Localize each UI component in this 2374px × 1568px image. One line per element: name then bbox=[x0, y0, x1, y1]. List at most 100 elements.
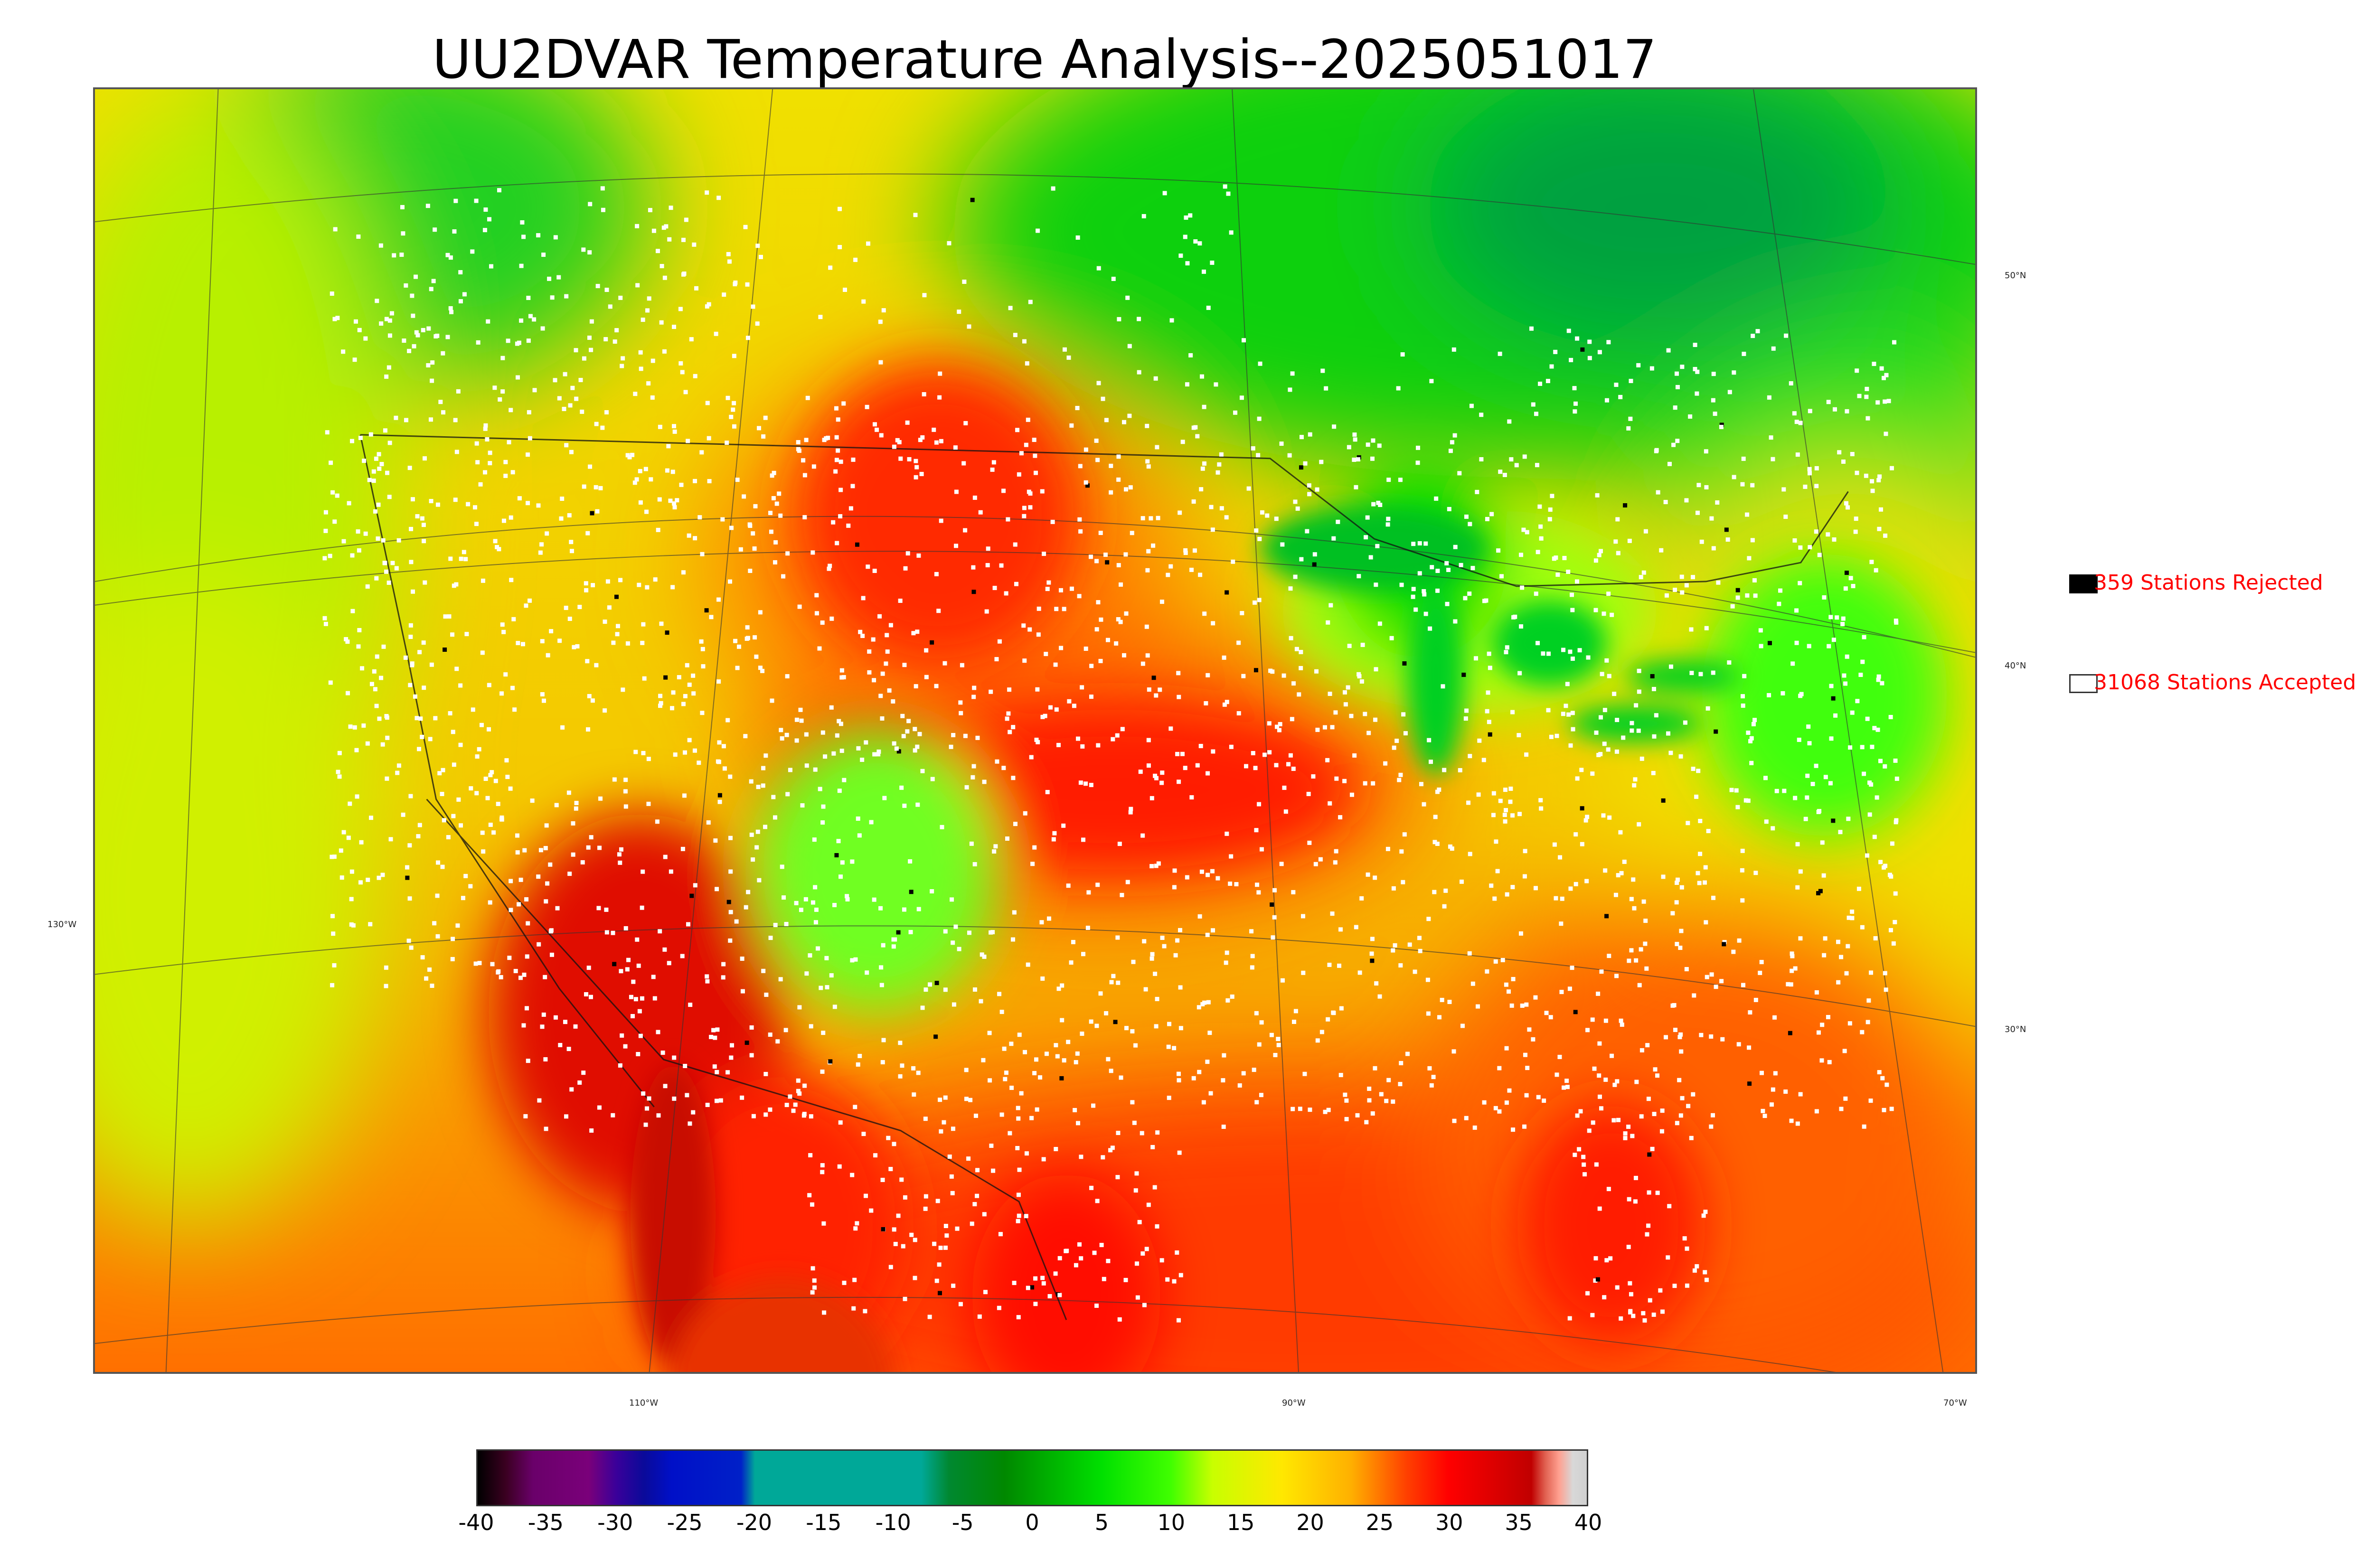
accepted-station-marker bbox=[1281, 673, 1286, 678]
accepted-station-marker bbox=[705, 979, 710, 984]
accepted-station-marker bbox=[1354, 485, 1358, 489]
accepted-station-marker bbox=[1628, 1281, 1632, 1286]
accepted-station-marker bbox=[1836, 980, 1841, 985]
accepted-station-marker bbox=[1659, 1129, 1664, 1134]
accepted-station-marker bbox=[390, 561, 395, 565]
accepted-station-marker bbox=[1256, 890, 1261, 895]
accepted-station-marker bbox=[582, 356, 586, 361]
accepted-station-marker bbox=[671, 690, 676, 695]
accepted-station-marker bbox=[869, 820, 874, 825]
accepted-station-marker bbox=[1510, 710, 1515, 714]
accepted-station-marker bbox=[1616, 873, 1620, 878]
accepted-station-marker bbox=[905, 729, 910, 734]
accepted-station-marker bbox=[681, 272, 686, 277]
accepted-station-marker bbox=[1222, 1053, 1226, 1058]
accepted-station-marker bbox=[641, 622, 646, 627]
accepted-station-marker bbox=[646, 757, 651, 761]
accepted-station-marker bbox=[951, 940, 955, 945]
accepted-station-marker bbox=[697, 515, 702, 520]
accepted-station-marker bbox=[1026, 1286, 1030, 1290]
accepted-station-marker bbox=[566, 1047, 571, 1052]
accepted-station-marker bbox=[454, 667, 459, 671]
accepted-station-marker bbox=[1237, 1083, 1242, 1088]
accepted-station-marker bbox=[336, 770, 340, 774]
accepted-station-marker bbox=[1253, 766, 1258, 770]
accepted-station-marker bbox=[623, 926, 628, 930]
accepted-station-marker bbox=[1133, 1188, 1138, 1193]
accepted-station-marker bbox=[715, 887, 719, 892]
accepted-station-marker bbox=[892, 741, 896, 746]
rejected-station-marker bbox=[614, 594, 619, 599]
accepted-station-marker bbox=[1435, 789, 1440, 794]
accepted-station-marker bbox=[1199, 374, 1204, 379]
accepted-station-marker bbox=[1472, 1125, 1477, 1130]
accepted-station-marker bbox=[784, 922, 789, 926]
accepted-station-marker bbox=[1022, 514, 1027, 518]
accepted-station-marker bbox=[1040, 1276, 1045, 1280]
accepted-station-marker bbox=[1254, 1011, 1259, 1015]
accepted-station-marker bbox=[526, 1059, 530, 1063]
accepted-station-marker bbox=[886, 1136, 891, 1140]
accepted-station-marker bbox=[1585, 815, 1590, 819]
accepted-station-marker bbox=[513, 969, 518, 973]
accepted-station-marker bbox=[667, 237, 672, 242]
accepted-station-marker bbox=[618, 578, 623, 582]
accepted-station-marker bbox=[814, 593, 819, 598]
accepted-station-marker bbox=[940, 825, 944, 829]
accepted-station-marker bbox=[432, 921, 437, 926]
accepted-station-marker bbox=[810, 1266, 815, 1271]
accepted-station-marker bbox=[332, 317, 337, 321]
accepted-station-marker bbox=[797, 1091, 802, 1096]
accepted-station-marker bbox=[1051, 186, 1055, 191]
accepted-station-marker bbox=[1178, 928, 1182, 932]
accepted-station-marker bbox=[1173, 953, 1178, 958]
accepted-station-marker bbox=[882, 796, 887, 800]
accepted-station-marker bbox=[824, 956, 829, 960]
accepted-station-marker bbox=[554, 803, 559, 807]
accepted-station-marker bbox=[452, 229, 457, 234]
accepted-station-marker bbox=[1333, 710, 1338, 715]
accepted-station-marker bbox=[1352, 753, 1357, 758]
accepted-station-marker bbox=[1077, 1242, 1082, 1247]
accepted-station-marker bbox=[1880, 1076, 1885, 1080]
accepted-station-marker bbox=[728, 836, 733, 840]
accepted-station-marker bbox=[564, 1114, 568, 1119]
accepted-station-marker bbox=[1600, 672, 1604, 676]
accepted-station-marker bbox=[1094, 559, 1099, 563]
accepted-station-marker bbox=[751, 304, 755, 309]
accepted-station-marker bbox=[1875, 400, 1880, 405]
accepted-station-marker bbox=[1291, 1107, 1295, 1111]
accepted-station-marker bbox=[527, 410, 531, 414]
rejected-station-marker bbox=[1113, 1020, 1118, 1024]
accepted-station-marker bbox=[1552, 842, 1557, 847]
rejected-station-marker bbox=[689, 893, 694, 898]
accepted-station-marker bbox=[1374, 981, 1379, 986]
accepted-station-marker bbox=[1177, 1078, 1181, 1083]
accepted-station-marker bbox=[1839, 1107, 1844, 1111]
accepted-station-marker bbox=[720, 517, 725, 522]
accepted-station-marker bbox=[1499, 574, 1504, 579]
accepted-station-marker bbox=[1570, 608, 1575, 612]
accepted-station-marker bbox=[1468, 522, 1472, 526]
accepted-station-marker bbox=[1411, 587, 1416, 592]
accepted-station-marker bbox=[1629, 897, 1634, 901]
accepted-station-marker bbox=[699, 450, 704, 455]
accepted-station-marker bbox=[1079, 1155, 1083, 1159]
accepted-station-marker bbox=[1892, 340, 1897, 345]
accepted-station-marker bbox=[1889, 1107, 1894, 1111]
accepted-station-marker bbox=[810, 900, 815, 905]
accepted-station-marker bbox=[1016, 1192, 1021, 1197]
accepted-station-marker bbox=[876, 752, 881, 757]
accepted-station-marker bbox=[1634, 703, 1639, 708]
accepted-station-marker bbox=[585, 659, 590, 664]
accepted-station-marker bbox=[1573, 832, 1578, 837]
accepted-station-marker bbox=[1725, 537, 1730, 542]
accepted-station-marker bbox=[1771, 826, 1775, 831]
accepted-station-marker bbox=[1183, 551, 1188, 555]
accepted-station-marker bbox=[1257, 598, 1262, 602]
accepted-station-marker bbox=[1848, 745, 1853, 750]
accepted-station-marker bbox=[1597, 1041, 1602, 1046]
accepted-station-marker bbox=[1848, 576, 1853, 581]
accepted-station-marker bbox=[811, 464, 816, 469]
accepted-station-marker bbox=[1101, 396, 1105, 401]
